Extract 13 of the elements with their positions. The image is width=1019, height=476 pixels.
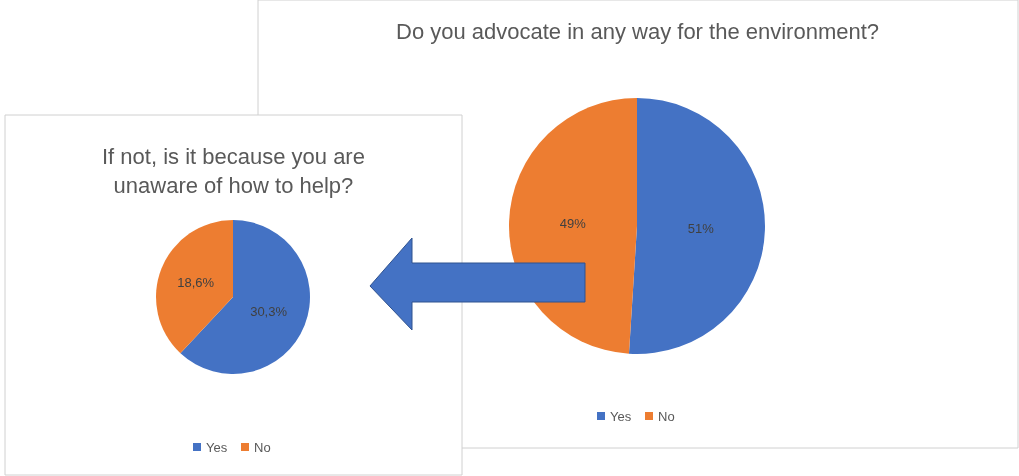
legend-label: Yes xyxy=(206,440,228,455)
legend-label: No xyxy=(254,440,271,455)
data-label: 30,3% xyxy=(250,303,288,319)
legend-label: Yes xyxy=(610,409,632,424)
pie-slice xyxy=(180,220,310,374)
legend-label: No xyxy=(658,409,675,424)
data-label: 51% xyxy=(687,220,715,236)
data-label: 18,6% xyxy=(177,274,215,290)
chart-title: Do you advocate in any way for the environment? xyxy=(396,19,880,44)
pie-slice xyxy=(156,220,233,354)
pie-slice xyxy=(628,98,765,354)
chart-title: If not, is it because you are unaware of how to help? xyxy=(102,144,365,198)
data-label: 49% xyxy=(559,216,587,232)
